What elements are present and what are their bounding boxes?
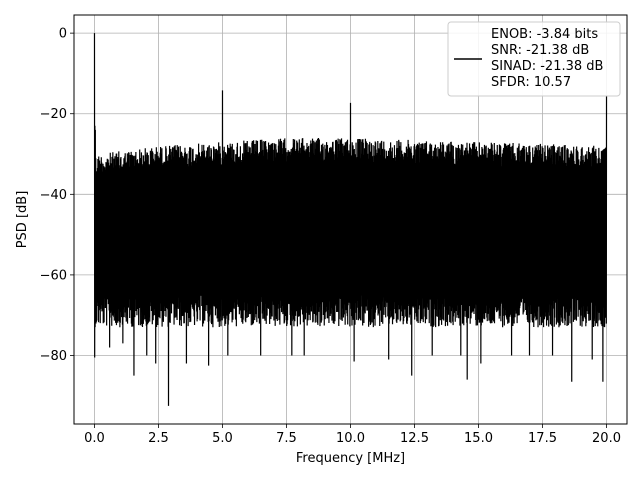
psd-series — [93, 33, 608, 406]
x-tick-label: 20.0 — [592, 431, 621, 446]
x-tick-label: 15.0 — [464, 431, 493, 446]
legend-entry: SNR: -21.38 dB — [491, 43, 589, 58]
x-tick-label: 12.5 — [400, 431, 429, 446]
x-tick-label: 5.0 — [212, 431, 233, 446]
x-tick-label: 10.0 — [336, 431, 365, 446]
x-tick-label: 2.5 — [148, 431, 169, 446]
y-tick-label: −20 — [40, 107, 67, 122]
psd-line — [93, 33, 608, 406]
x-tick-label: 0.0 — [84, 431, 105, 446]
x-tick-label: 7.5 — [276, 431, 297, 446]
axis-ticks: 0.0 2.5 5.0 7.5 10.0 12.5 15.0 17.5 20.0 0 −20 −40 −… — [40, 27, 621, 446]
x-axis-label: Frequency [MHz] — [296, 451, 405, 466]
legend-box — [447, 21, 621, 97]
x-tick-label: 17.5 — [528, 431, 557, 446]
y-tick-label: −40 — [40, 188, 67, 203]
y-tick-label: −60 — [40, 268, 67, 283]
legend-entry: SFDR: 10.57 — [491, 75, 571, 90]
legend-entry: SINAD: -21.38 dB — [491, 59, 603, 74]
y-axis-label: PSD [dB] — [15, 191, 30, 249]
y-tick-label: −80 — [40, 349, 67, 364]
y-tick-label: 0 — [59, 27, 67, 42]
legend-entry: ENOB: -3.84 bits — [491, 27, 598, 42]
